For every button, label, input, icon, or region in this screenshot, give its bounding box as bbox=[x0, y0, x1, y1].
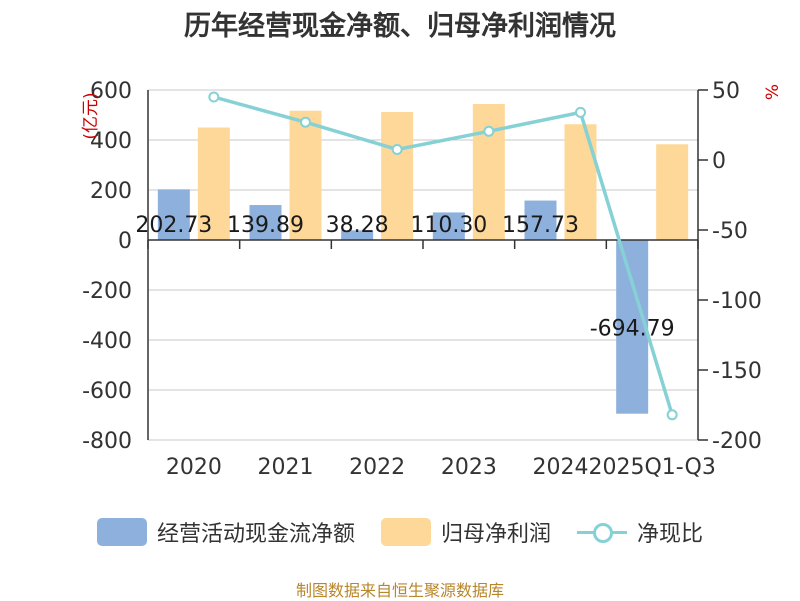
y-left-axis-label: (亿元) bbox=[81, 92, 101, 139]
data-label-cashflow: 202.73 bbox=[135, 213, 212, 238]
line-cash-ratio bbox=[213, 95, 674, 416]
bar-cashflow bbox=[524, 200, 557, 240]
bar-cashflow bbox=[249, 205, 282, 240]
bar-net-profit bbox=[381, 112, 414, 240]
x-tick-label: 2020 bbox=[166, 455, 222, 480]
point-cash-ratio bbox=[391, 144, 403, 155]
bar-net-profit bbox=[197, 127, 230, 240]
point-cash-ratio bbox=[575, 106, 586, 118]
y-right-tick-label: -150 bbox=[712, 359, 762, 384]
y-left-tick-label: -800 bbox=[82, 429, 132, 454]
legend-swatch-net-profit bbox=[380, 518, 431, 546]
legend-label-net-profit: 归母净利润 bbox=[440, 522, 551, 547]
x-tick-label: 2021 bbox=[258, 455, 314, 480]
bar-cashflow bbox=[157, 189, 190, 240]
bar-net-profit bbox=[656, 144, 689, 240]
y-left-tick-label: 0 bbox=[118, 229, 132, 254]
y-right-axis-label: % bbox=[763, 84, 783, 100]
y-left-tick-label: 400 bbox=[90, 129, 132, 154]
bar-net-profit bbox=[289, 110, 322, 240]
bar-cashflow bbox=[616, 240, 649, 414]
point-cash-ratio bbox=[300, 116, 311, 128]
bar-cashflow bbox=[432, 212, 465, 240]
legend-swatch-cash-ratio bbox=[577, 518, 627, 546]
y-left-tick-label: -600 bbox=[82, 379, 132, 404]
x-tick-label: 2024 bbox=[533, 455, 589, 480]
legend-label-cashflow: 经营活动现金流净额 bbox=[156, 522, 355, 547]
legend-swatch-cashflow bbox=[96, 518, 147, 546]
y-right-tick-label: -200 bbox=[712, 429, 762, 454]
legend-item-cash-ratio[interactable]: 净现比 bbox=[577, 516, 703, 548]
y-left-tick-label: 600 bbox=[90, 79, 132, 104]
point-cash-ratio bbox=[666, 409, 678, 421]
source-note: 制图数据来自恒生聚源数据库 bbox=[295, 581, 504, 600]
point-cash-ratio bbox=[208, 91, 220, 103]
data-label-cashflow: 157.73 bbox=[502, 213, 579, 238]
y-left-tick-label: -400 bbox=[82, 329, 132, 354]
y-right-tick-label: -50 bbox=[712, 219, 748, 244]
x-tick-label: 2022 bbox=[349, 455, 405, 480]
data-label-cashflow: -694.79 bbox=[590, 317, 675, 342]
data-label-cashflow: 38.28 bbox=[326, 213, 389, 238]
legend-item-net-profit[interactable]: 归母净利润 bbox=[380, 516, 551, 548]
x-tick-label: 2025Q1-Q3 bbox=[588, 455, 715, 480]
legend-label-cash-ratio: 净现比 bbox=[637, 522, 704, 547]
y-left-tick-label: -200 bbox=[82, 279, 132, 304]
y-left-tick-label: 200 bbox=[90, 179, 132, 204]
point-cash-ratio bbox=[483, 125, 495, 137]
legend-item-cashflow[interactable]: 经营活动现金流净额 bbox=[96, 516, 355, 548]
x-tick-label: 2023 bbox=[441, 455, 497, 480]
legend: 经营活动现金流净额 归母净利润 净现比 bbox=[0, 516, 800, 548]
y-right-tick-label: 0 bbox=[712, 149, 726, 174]
data-label-cashflow: 139.89 bbox=[227, 213, 304, 238]
y-right-tick-label: -100 bbox=[712, 289, 762, 314]
y-right-tick-label: 50 bbox=[712, 79, 740, 104]
chart-title: 历年经营现金净额、归母净利润情况 bbox=[184, 11, 616, 42]
data-label-cashflow: 110.30 bbox=[410, 213, 487, 238]
bar-cashflow bbox=[341, 230, 374, 240]
